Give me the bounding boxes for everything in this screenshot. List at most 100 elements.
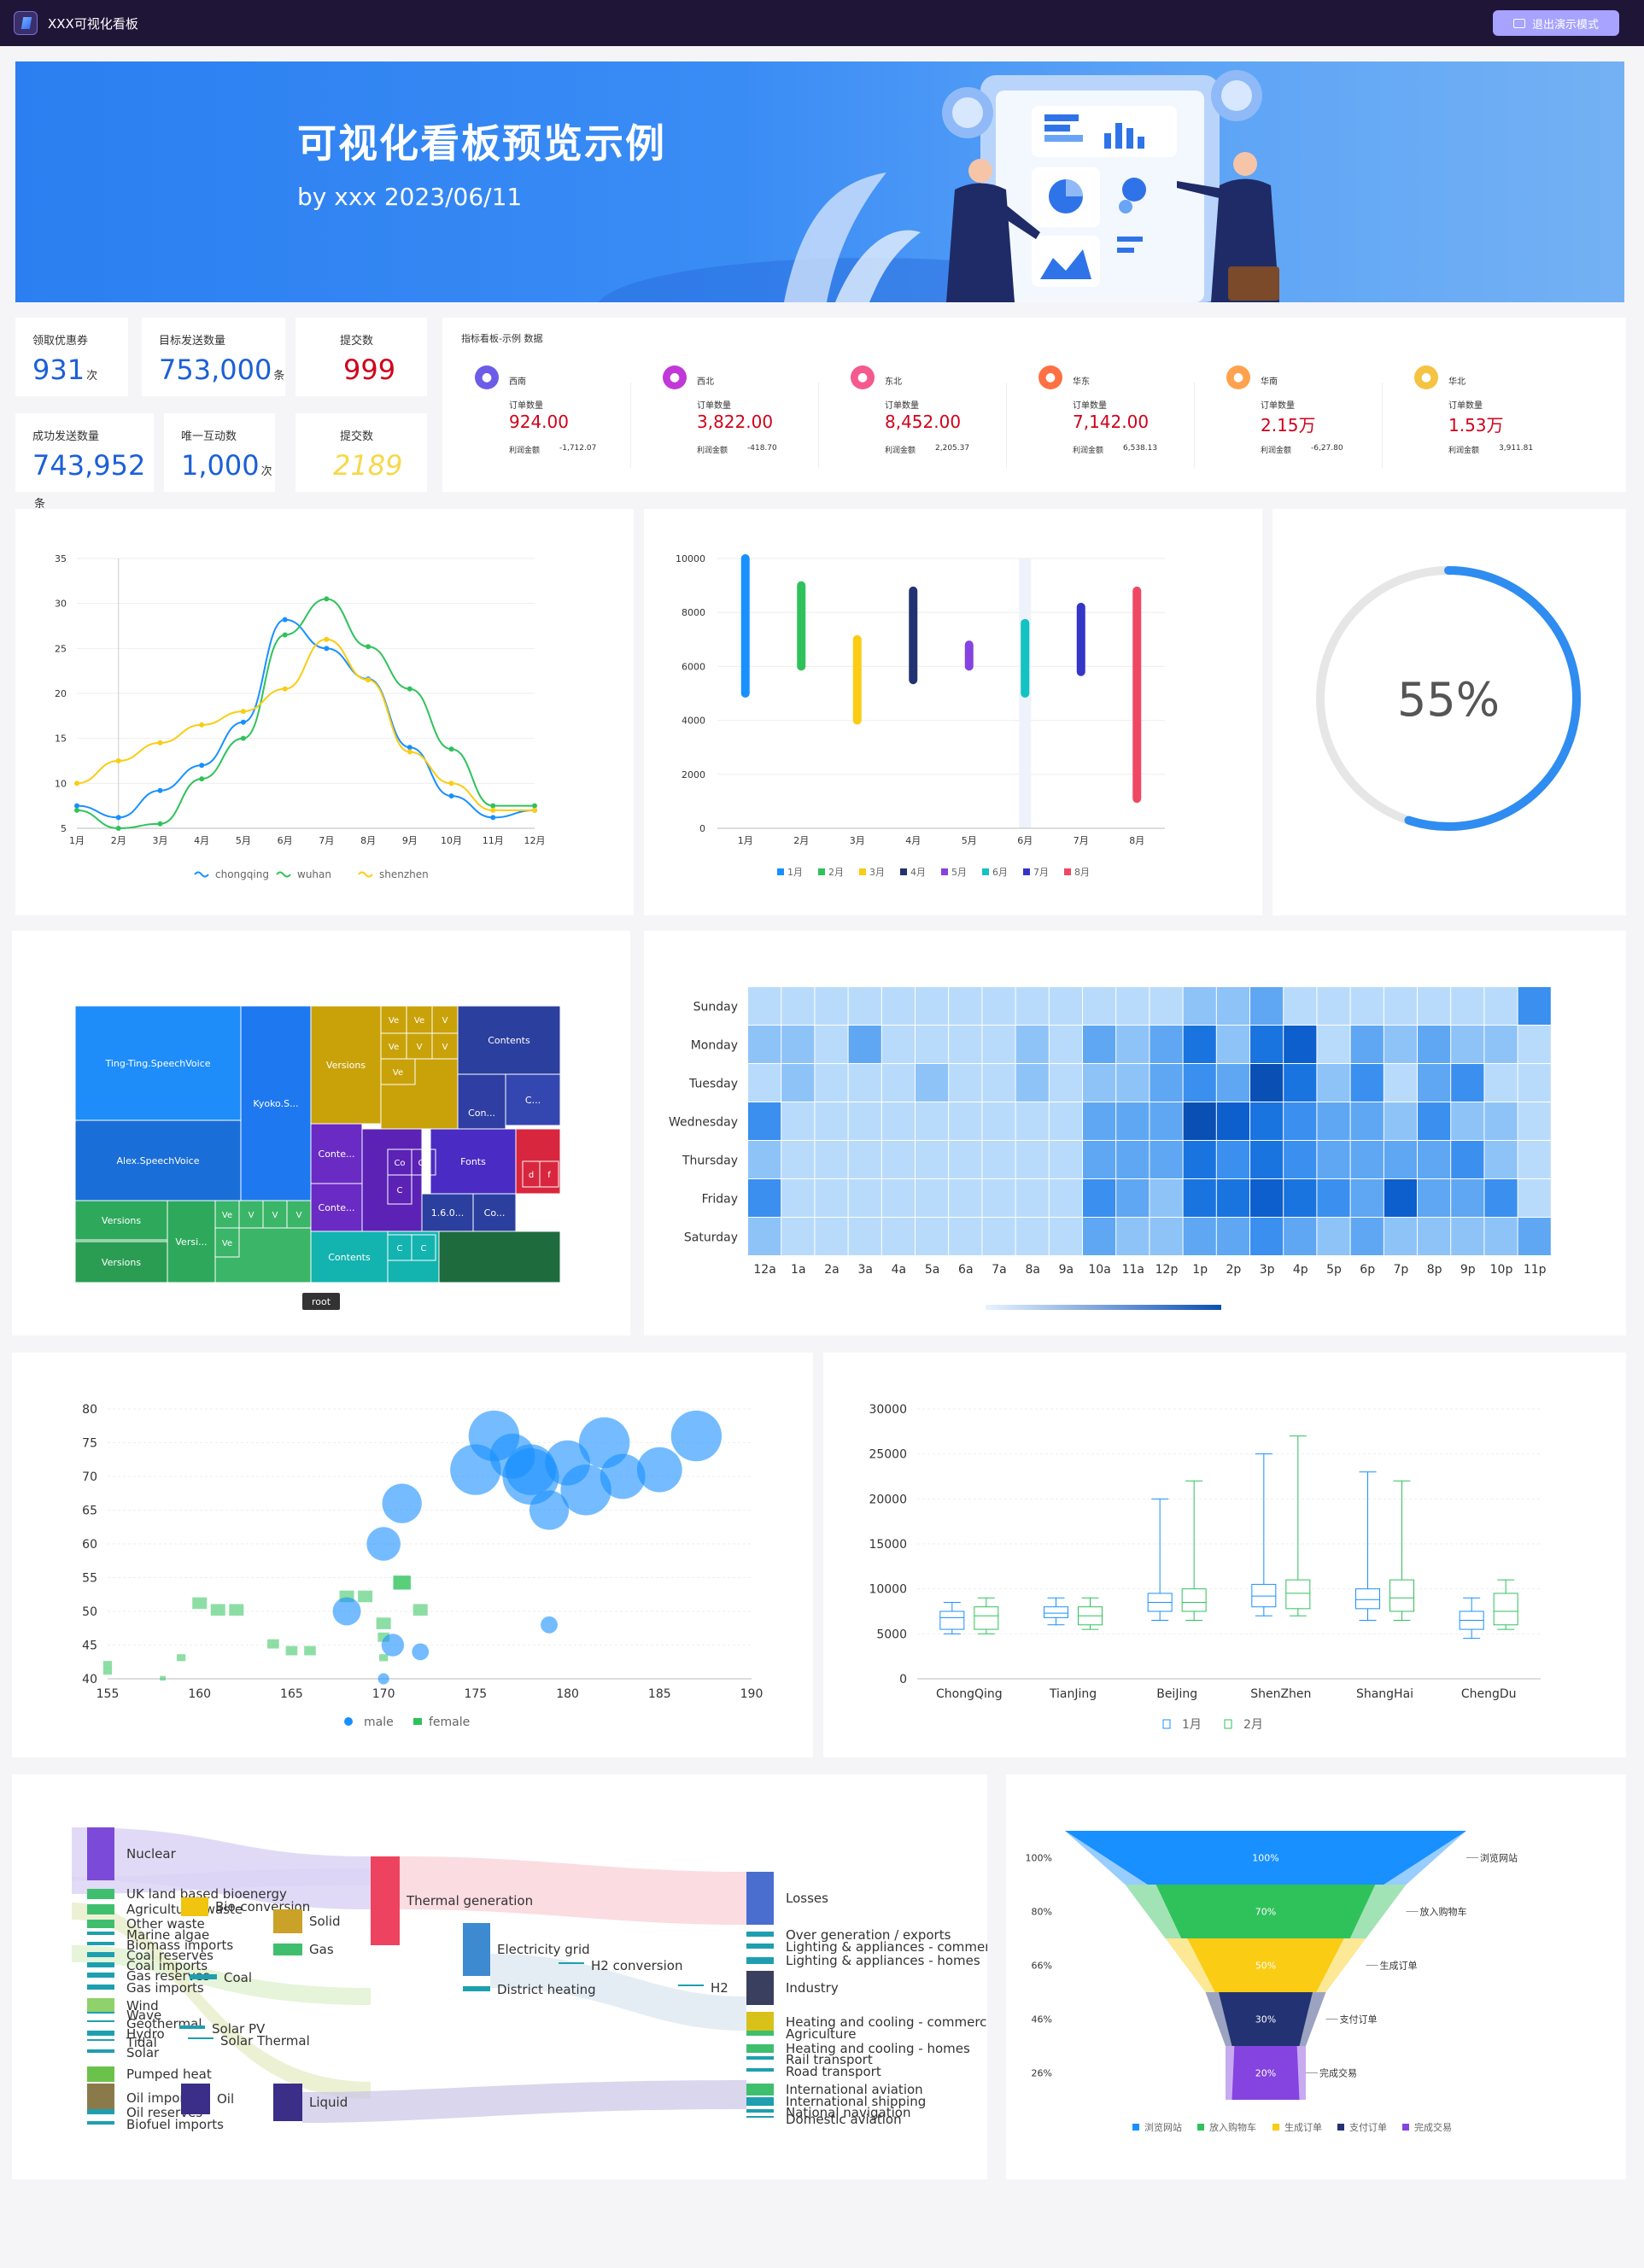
treemap-label: Fonts <box>460 1156 486 1167</box>
column-label: 12p <box>1155 1263 1179 1277</box>
region-name: 华北 <box>1448 377 1466 387</box>
x-tick-label: TianJing <box>1049 1687 1097 1701</box>
legend-marker <box>194 871 209 878</box>
male-bubble <box>636 1447 682 1493</box>
legend-marker <box>1023 868 1030 875</box>
column-label: 11a <box>1122 1263 1144 1277</box>
sankey-node-label: Lighting & appliances - commercial <box>786 1939 987 1955</box>
boxplot-chart: 0 5000 10000 15000 20000 25000 30000 ChongQing T… <box>869 1403 1541 1732</box>
sankey-node <box>746 2109 774 2113</box>
male-bubble <box>541 1616 558 1634</box>
legend-marker <box>818 868 825 875</box>
sankey-node <box>87 1998 114 2014</box>
metric-unit: 条 <box>273 370 285 383</box>
profit-value: -418.70 <box>747 444 777 453</box>
metric-value: 743,952 <box>32 449 146 482</box>
heatmap-cell <box>1083 1218 1116 1255</box>
region-avatar-icon: ● <box>1038 365 1062 389</box>
x-tick-label: ShangHai <box>1356 1687 1413 1701</box>
line-chart: 5 10 15 20 25 30 35 1月 2月 3月 4月 5月 6月 7月 8月 9月 10月 11月 12月… <box>55 553 546 880</box>
exit-demo-button[interactable]: 退出演示模式 <box>1493 10 1619 36</box>
treemap-cell <box>286 1200 312 1229</box>
funnel-card: 100% 100% 浏览网站 70% 80% 放入购物车 50% 66% 生成订单 30% 46% 支… <box>1006 1774 1626 2179</box>
legend-marker <box>358 871 373 878</box>
column-label: 4p <box>1293 1263 1308 1277</box>
data-point <box>407 686 412 692</box>
female-point <box>412 1604 428 1616</box>
x-tick-label: 1月 <box>69 835 85 846</box>
sankey-node-label: Pumped heat <box>126 2066 212 2082</box>
sankey-node <box>190 1974 217 1979</box>
legend-label: 2月 <box>1243 1718 1263 1732</box>
column-label: 1a <box>791 1263 806 1277</box>
column-label: 2p <box>1226 1263 1242 1277</box>
x-tick-label: 7月 <box>1074 835 1089 846</box>
sankey-node-label: Biofuel imports <box>126 2117 224 2132</box>
sankey-node-label: Solid <box>309 1914 341 1929</box>
sankey-node <box>273 1909 302 1933</box>
screen-icon <box>1512 18 1525 28</box>
sankey-flow <box>72 1945 371 2005</box>
heatmap-cell <box>748 987 781 1025</box>
sankey-node-label: Coal reserves <box>126 1948 214 1963</box>
heatmap-cell <box>949 1102 982 1140</box>
data-point <box>74 803 79 809</box>
funnel-stage <box>1219 1992 1313 2046</box>
data-point <box>448 793 454 799</box>
data-point <box>115 815 121 821</box>
box-body <box>1390 1579 1414 1612</box>
heatmap-cell <box>1451 1179 1484 1217</box>
divider <box>630 383 631 468</box>
treemap-label: f <box>547 1171 551 1180</box>
y-tick-label: 30 <box>55 599 67 610</box>
heatmap-cell <box>1350 1141 1384 1178</box>
sankey-node-label: Gas <box>309 1942 334 1957</box>
heatmap-cell <box>1250 1141 1284 1178</box>
funnel-left-label: 80% <box>1032 1907 1052 1918</box>
data-point <box>157 739 163 745</box>
data-point <box>199 722 205 728</box>
legend-marker <box>1132 2124 1139 2131</box>
heatmap-cell <box>848 1179 881 1217</box>
y-tick-label: 70 <box>82 1470 97 1484</box>
x-tick-label: 10月 <box>441 835 462 846</box>
heatmap-cell <box>1116 1218 1150 1255</box>
heatmap-cell <box>982 1026 1015 1063</box>
heatmap-cell <box>1317 1179 1350 1217</box>
x-tick-label: 11月 <box>483 835 504 846</box>
female-point <box>393 1575 411 1590</box>
sankey-node <box>746 2068 774 2072</box>
heatmap-cell <box>1384 1026 1417 1063</box>
heatmap-cell <box>1183 1026 1216 1063</box>
funnel-stage-name: 放入购物车 <box>1420 1906 1467 1918</box>
y-tick-label: 15000 <box>869 1538 907 1552</box>
sankey-node <box>463 1986 490 1991</box>
sankey-node <box>273 1944 302 1955</box>
profit-label: 利润金额 <box>1073 447 1104 455</box>
sankey-node-label: Industry <box>786 1980 839 1996</box>
heatmap-cell <box>1451 1141 1484 1178</box>
sankey-node-label: Thermal generation <box>406 1893 533 1909</box>
heatmap-cell <box>1350 1218 1384 1255</box>
progress-ring-chart: 55% <box>1316 566 1581 831</box>
sankey-node-label: Over generation / exports <box>786 1927 951 1943</box>
metric-unit: 条 <box>34 498 46 511</box>
heatmap-cell <box>815 1141 848 1178</box>
profit-value: 2,205.37 <box>935 444 970 453</box>
heatmap-cell <box>1384 1102 1417 1140</box>
treemap-label: C... <box>525 1095 541 1106</box>
y-tick-label: 10000 <box>869 1583 907 1597</box>
heatmap-cell <box>1049 987 1082 1025</box>
heatmap-cell <box>1284 1026 1317 1063</box>
heatmap-cell <box>1484 1064 1518 1102</box>
heatmap-cell <box>949 1064 982 1102</box>
sankey-node <box>746 2097 774 2106</box>
sankey-node <box>746 1944 774 1949</box>
heatmap-cell <box>1116 1064 1150 1102</box>
y-tick-label: 20000 <box>869 1493 907 1506</box>
heatmap-cell <box>815 1102 848 1140</box>
sankey-node-label: Coal imports <box>126 1958 208 1973</box>
heatmap-cell <box>1484 1102 1518 1140</box>
treemap-label: Alex.SpeechVoice <box>117 1155 200 1166</box>
x-tick-label: 160 <box>188 1687 211 1701</box>
